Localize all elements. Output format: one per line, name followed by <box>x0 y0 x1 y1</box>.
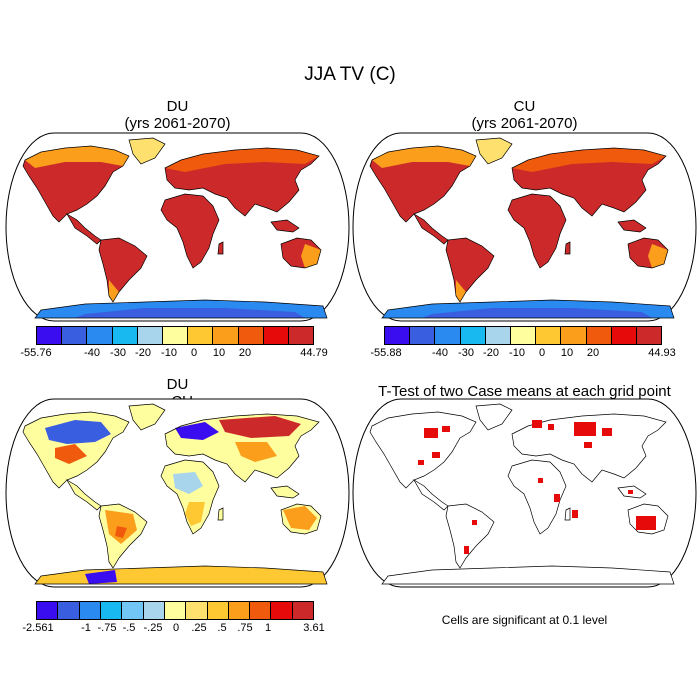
colorbar-label: -.75 <box>97 622 117 634</box>
map-diff <box>5 398 350 588</box>
colorbar-swatch <box>228 602 251 619</box>
colorbar-label: .5 <box>217 622 227 634</box>
colorbar-label: -30 <box>458 347 474 359</box>
colorbar-swatch <box>162 327 189 344</box>
colorbar-swatch <box>288 327 314 344</box>
colorbar-label: .25 <box>191 622 207 634</box>
panel-title: DU <box>166 376 189 393</box>
significance-note: Cells are significant at 0.1 level <box>441 613 608 627</box>
colorbar-label: 3.61 <box>303 622 325 634</box>
colorbar-label: -40 <box>432 347 448 359</box>
colorbar-swatch <box>271 602 293 619</box>
colorbar-label: -40 <box>84 347 100 359</box>
colorbar-swatch <box>250 602 272 619</box>
colorbar-label: 10 <box>560 347 574 359</box>
colorbar-cu <box>384 326 662 345</box>
colorbar-label: 44.93 <box>648 347 676 359</box>
colorbar-swatch <box>37 327 63 344</box>
map-cu <box>352 132 697 322</box>
colorbar-swatch <box>122 602 144 619</box>
colorbar-swatch <box>636 327 662 344</box>
panel-title: DU <box>166 98 189 115</box>
colorbar-swatch <box>37 602 59 619</box>
colorbar-swatch <box>586 327 612 344</box>
panel-title: CU <box>513 98 536 115</box>
colorbar-swatch <box>186 602 208 619</box>
colorbar-swatch <box>263 327 289 344</box>
colorbar-label: -1 <box>81 622 91 634</box>
colorbar-du <box>36 326 314 345</box>
colorbar-swatch <box>385 327 411 344</box>
colorbar-swatch <box>561 327 587 344</box>
colorbar-label: -55.76 <box>20 347 52 359</box>
colorbar-swatch <box>143 602 165 619</box>
colorbar-swatch <box>87 327 113 344</box>
colorbar-label: 0 <box>538 347 546 359</box>
colorbar-swatch <box>292 602 314 619</box>
colorbar-label: -10 <box>161 347 177 359</box>
significant-cells <box>418 420 656 554</box>
colorbar-label: .75 <box>237 622 253 634</box>
colorbar-swatch <box>207 602 229 619</box>
panel-du-title: DU (yrs 2061-2070) <box>5 98 350 132</box>
colorbar-label: 0 <box>172 622 180 634</box>
colorbar-swatch <box>188 327 214 344</box>
colorbar-label: -20 <box>483 347 499 359</box>
colorbar-label: -.25 <box>143 622 163 634</box>
colorbar-swatch <box>79 602 101 619</box>
panel-subtitle: (yrs 2061-2070) <box>471 115 578 132</box>
colorbar-label: -30 <box>110 347 126 359</box>
colorbar-label: -2.561 <box>22 622 54 634</box>
colorbar-label: -.5 <box>122 622 136 634</box>
colorbar-swatch <box>112 327 138 344</box>
panel-subtitle: (yrs 2061-2070) <box>124 115 231 132</box>
colorbar-swatch <box>164 602 187 619</box>
colorbar-swatch <box>58 602 80 619</box>
colorbar-label: 10 <box>212 347 226 359</box>
colorbar-label: 1 <box>264 622 272 634</box>
colorbar-swatch <box>238 327 264 344</box>
colorbar-label: 44.79 <box>300 347 328 359</box>
colorbar-label: -20 <box>135 347 151 359</box>
panel-ttest-title: T-Test of two Case means at each grid po… <box>378 383 671 400</box>
colorbar-diff <box>36 601 314 620</box>
colorbar-label: 0 <box>190 347 198 359</box>
colorbar-label: 20 <box>586 347 600 359</box>
colorbar-swatch <box>100 602 123 619</box>
colorbar-swatch <box>485 327 511 344</box>
map-du <box>5 132 350 322</box>
colorbar-swatch <box>460 327 486 344</box>
colorbar-swatch <box>213 327 239 344</box>
colorbar-swatch <box>510 327 537 344</box>
panel-cu-title: CU (yrs 2061-2070) <box>352 98 697 132</box>
map-ttest <box>352 398 697 588</box>
colorbar-swatch <box>137 327 163 344</box>
colorbar-swatch <box>536 327 562 344</box>
colorbar-swatch <box>410 327 436 344</box>
colorbar-swatch <box>435 327 461 344</box>
colorbar-swatch <box>611 327 637 344</box>
colorbar-label: -10 <box>509 347 525 359</box>
colorbar-swatch <box>62 327 88 344</box>
colorbar-label: -55.88 <box>370 347 402 359</box>
colorbar-label: 20 <box>238 347 252 359</box>
figure-title: JJA TV (C) <box>304 64 396 85</box>
